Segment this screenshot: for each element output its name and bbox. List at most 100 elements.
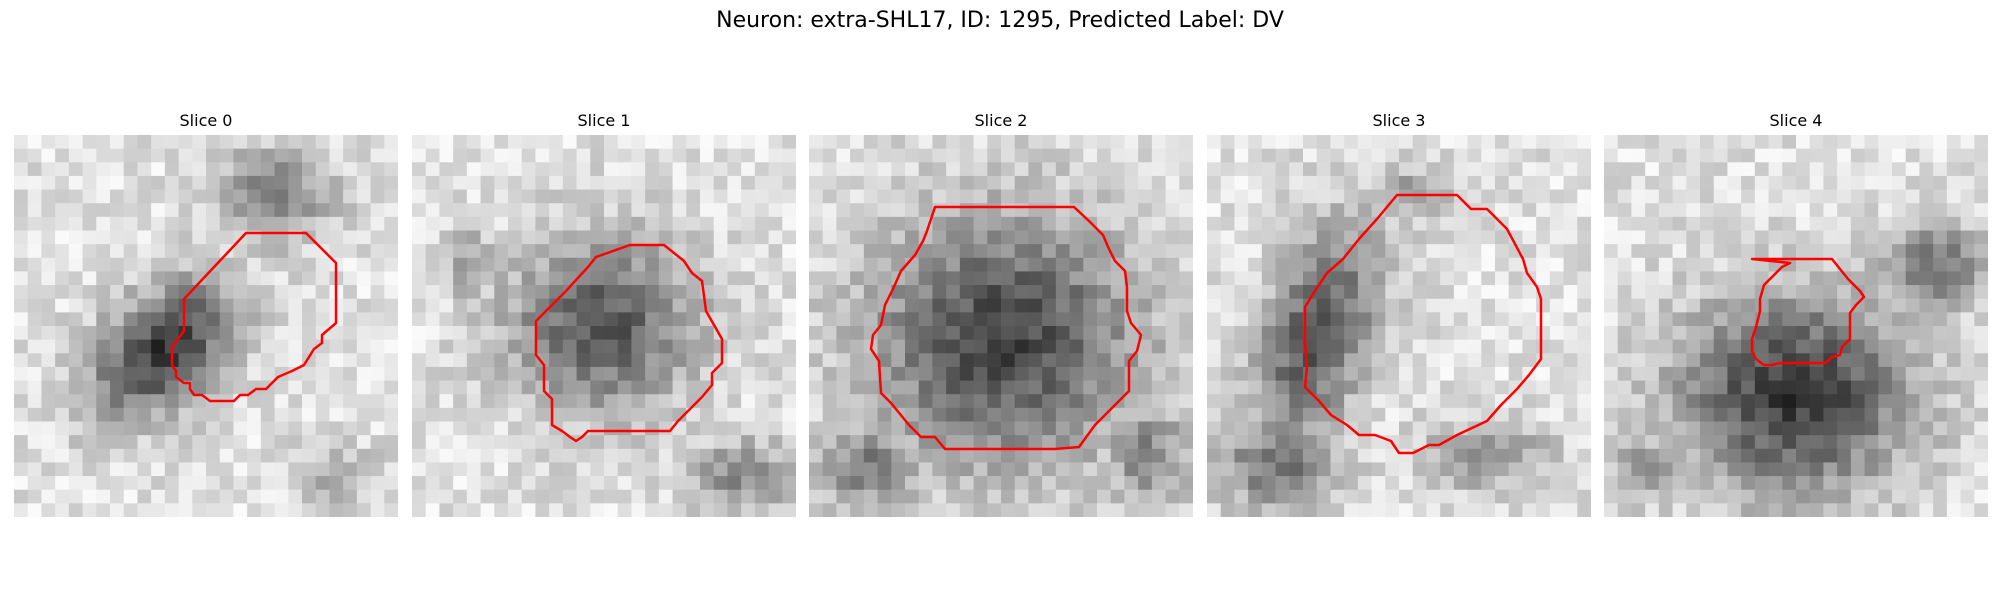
image-pixel — [1179, 407, 1193, 423]
image-pixel — [1878, 162, 1893, 177]
image-pixel — [55, 175, 70, 191]
image-pixel — [822, 435, 838, 450]
image-pixel — [768, 285, 783, 300]
image-pixel — [1495, 189, 1510, 204]
image-pixel — [1617, 407, 1633, 423]
image-pixel — [1672, 135, 1687, 150]
image-pixel — [1495, 339, 1510, 354]
image-pixel — [1919, 135, 1934, 150]
image-pixel — [137, 175, 152, 191]
image-pixel — [700, 326, 715, 341]
image-pixel — [508, 421, 523, 436]
image-pixel — [110, 366, 125, 382]
image-pixel — [672, 257, 687, 273]
image-pixel — [1399, 312, 1414, 327]
image-pixel — [1220, 435, 1236, 450]
image-pixel — [918, 298, 934, 313]
image-pixel — [604, 476, 619, 491]
image-pixel — [1440, 244, 1455, 259]
image-pixel — [1974, 271, 1988, 286]
image-pixel — [672, 175, 687, 191]
image-pixel — [905, 312, 920, 327]
image-pixel — [1536, 476, 1551, 491]
image-pixel — [1782, 189, 1797, 204]
image-pixel — [14, 271, 29, 286]
image-pixel — [480, 339, 495, 354]
image-pixel — [1028, 175, 1043, 191]
image-pixel — [356, 203, 372, 218]
image-pixel — [164, 462, 180, 477]
image-pixel — [233, 162, 248, 177]
image-pixel — [1892, 394, 1907, 409]
image-pixel — [1028, 271, 1043, 286]
image-pixel — [1151, 148, 1167, 163]
image-pixel — [1097, 394, 1112, 409]
image-pixel — [466, 285, 482, 300]
image-pixel — [1631, 189, 1646, 204]
image-pixel — [1604, 148, 1619, 163]
image-pixel — [192, 435, 207, 450]
image-pixel — [1768, 312, 1783, 327]
image-pixel — [809, 257, 824, 273]
image-pixel — [768, 353, 783, 368]
image-pixel — [315, 162, 331, 177]
image-pixel — [1974, 407, 1988, 423]
image-pixel — [672, 189, 687, 204]
image-pixel — [1823, 476, 1838, 491]
image-pixel — [1014, 230, 1030, 245]
image-pixel — [741, 476, 756, 491]
image-pixel — [260, 189, 276, 204]
image-pixel — [836, 230, 851, 245]
image-pixel — [1440, 257, 1455, 273]
image-pixel — [1522, 230, 1537, 245]
image-pixel — [412, 448, 427, 464]
image-pixel — [151, 216, 166, 232]
image-pixel — [1261, 285, 1277, 300]
image-pixel — [14, 448, 29, 464]
image-pixel — [521, 216, 537, 232]
image-pixel — [1151, 244, 1167, 259]
image-pixel — [315, 203, 331, 218]
image-pixel — [494, 216, 509, 232]
image-pixel — [686, 148, 701, 163]
image-pixel — [1069, 298, 1084, 313]
image-pixel — [987, 407, 1002, 423]
image-pixel — [1316, 476, 1332, 491]
image-pixel — [1974, 394, 1988, 409]
image-pixel — [110, 489, 125, 504]
image-pixel — [1261, 421, 1277, 436]
image-pixel — [1412, 407, 1428, 423]
image-pixel — [356, 135, 372, 150]
image-pixel — [151, 421, 166, 436]
image-pixel — [1658, 285, 1674, 300]
image-pixel — [713, 162, 729, 177]
image-pixel — [768, 407, 783, 423]
image-pixel — [192, 230, 207, 245]
image-pixel — [1110, 435, 1126, 450]
image-pixel — [973, 462, 988, 477]
image-pixel — [1014, 339, 1030, 354]
image-pixel — [768, 326, 783, 341]
image-pixel — [1138, 366, 1153, 382]
image-pixel — [178, 489, 193, 504]
image-pixel — [1631, 244, 1646, 259]
image-pixel — [288, 503, 303, 517]
image-pixel — [370, 298, 385, 313]
image-pixel — [206, 448, 221, 464]
image-pixel — [1823, 298, 1838, 313]
image-pixel — [617, 312, 633, 327]
image-pixel — [658, 162, 674, 177]
image-pixel — [836, 312, 851, 327]
image-pixel — [768, 462, 783, 477]
image-pixel — [137, 312, 152, 327]
image-pixel — [68, 339, 84, 354]
image-pixel — [1604, 503, 1619, 517]
image-pixel — [1768, 148, 1783, 163]
image-pixel — [1261, 271, 1277, 286]
image-pixel — [1782, 407, 1797, 423]
image-pixel — [1275, 448, 1290, 464]
image-pixel — [1631, 407, 1646, 423]
image-pixel — [822, 353, 838, 368]
image-pixel — [288, 421, 303, 436]
image-pixel — [164, 326, 180, 341]
